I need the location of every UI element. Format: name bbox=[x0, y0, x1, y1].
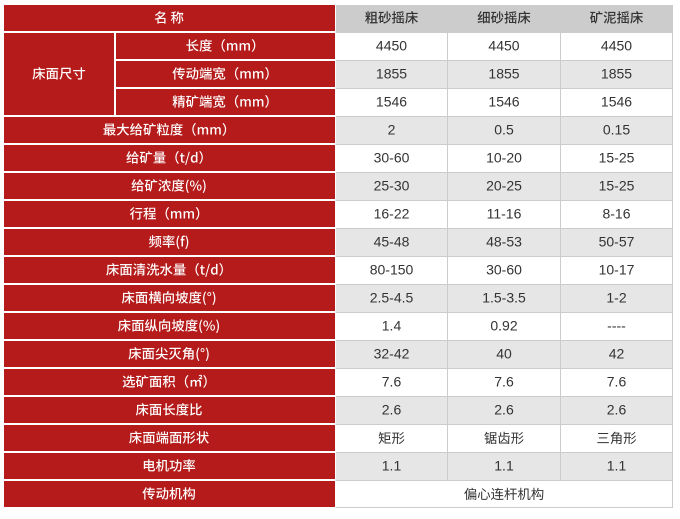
svg-text:0.5: 0.5 bbox=[494, 122, 514, 138]
svg-text:4450: 4450 bbox=[488, 38, 519, 54]
svg-text:2.6: 2.6 bbox=[494, 402, 514, 418]
svg-text:42: 42 bbox=[609, 346, 625, 362]
svg-text:1-2: 1-2 bbox=[606, 290, 626, 306]
svg-text:1546: 1546 bbox=[601, 94, 632, 110]
svg-text:1546: 1546 bbox=[376, 94, 407, 110]
svg-text:50-57: 50-57 bbox=[599, 234, 635, 250]
svg-text:0.15: 0.15 bbox=[603, 122, 630, 138]
svg-text:1855: 1855 bbox=[488, 66, 519, 82]
svg-text:16-22: 16-22 bbox=[374, 206, 410, 222]
svg-text:32-42: 32-42 bbox=[374, 346, 410, 362]
svg-text:25-30: 25-30 bbox=[374, 178, 410, 194]
svg-text:1855: 1855 bbox=[601, 66, 632, 82]
svg-text:10-17: 10-17 bbox=[599, 262, 635, 278]
svg-text:45-48: 45-48 bbox=[374, 234, 410, 250]
svg-text:0.92: 0.92 bbox=[490, 318, 517, 334]
svg-text:2.6: 2.6 bbox=[382, 402, 402, 418]
svg-text:1.1: 1.1 bbox=[607, 458, 627, 474]
svg-text:10-20: 10-20 bbox=[486, 150, 522, 166]
svg-text:1.1: 1.1 bbox=[494, 458, 514, 474]
svg-text:8-16: 8-16 bbox=[602, 206, 630, 222]
svg-text:1.5-3.5: 1.5-3.5 bbox=[482, 290, 526, 306]
svg-text:----: ---- bbox=[607, 318, 626, 334]
svg-text:4450: 4450 bbox=[376, 38, 407, 54]
svg-text:2.5-4.5: 2.5-4.5 bbox=[370, 290, 414, 306]
svg-text:4450: 4450 bbox=[601, 38, 632, 54]
svg-text:15-25: 15-25 bbox=[599, 178, 635, 194]
svg-text:1546: 1546 bbox=[488, 94, 519, 110]
svg-text:1855: 1855 bbox=[376, 66, 407, 82]
svg-text:20-25: 20-25 bbox=[486, 178, 522, 194]
svg-text:11-16: 11-16 bbox=[487, 206, 522, 222]
svg-text:7.6: 7.6 bbox=[382, 374, 402, 390]
svg-text:40: 40 bbox=[496, 346, 512, 362]
svg-text:48-53: 48-53 bbox=[486, 234, 522, 250]
svg-text:1.1: 1.1 bbox=[382, 458, 402, 474]
svg-text:30-60: 30-60 bbox=[486, 262, 522, 278]
svg-text:2.6: 2.6 bbox=[607, 402, 627, 418]
svg-text:30-60: 30-60 bbox=[374, 150, 410, 166]
svg-text:7.6: 7.6 bbox=[494, 374, 514, 390]
svg-text:2: 2 bbox=[388, 122, 396, 138]
svg-text:80-150: 80-150 bbox=[370, 262, 414, 278]
svg-text:7.6: 7.6 bbox=[607, 374, 627, 390]
svg-text:1.4: 1.4 bbox=[382, 318, 402, 334]
svg-text:15-25: 15-25 bbox=[599, 150, 635, 166]
